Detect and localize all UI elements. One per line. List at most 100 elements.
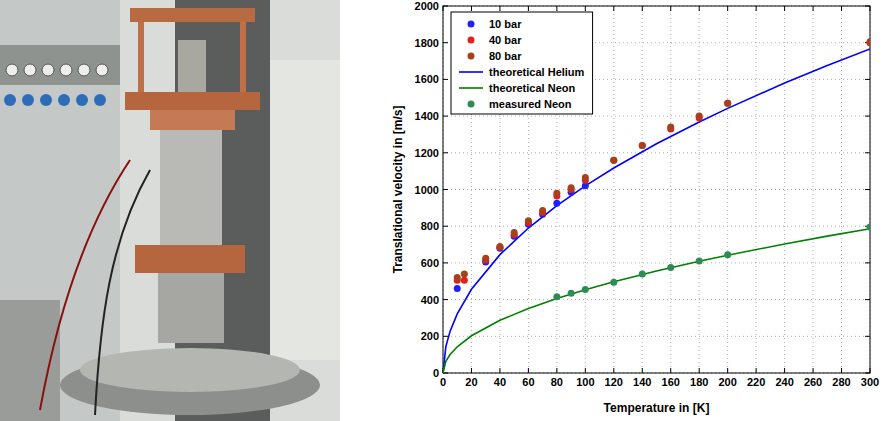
x-tick-label: 240 bbox=[775, 376, 793, 388]
tick bbox=[528, 6, 529, 11]
x-tick-label: 100 bbox=[576, 376, 594, 388]
tick bbox=[841, 368, 842, 373]
grid-line bbox=[813, 6, 814, 373]
photo-gauge bbox=[24, 64, 36, 76]
axes: 0204060801001201401601802002202402602803… bbox=[415, 0, 880, 388]
legend-label: 10 bar bbox=[489, 18, 522, 30]
data-point bbox=[610, 157, 617, 164]
data-point bbox=[667, 124, 674, 131]
x-axis-title: Temperature in [K] bbox=[604, 401, 710, 415]
photo-valve bbox=[94, 94, 106, 106]
data-point bbox=[582, 286, 589, 293]
data-point bbox=[867, 224, 871, 231]
tick bbox=[471, 368, 472, 373]
photo-valve bbox=[4, 94, 16, 106]
x-tick-label: 180 bbox=[690, 376, 708, 388]
y-tick-label: 200 bbox=[421, 330, 439, 342]
grid-line bbox=[642, 6, 643, 373]
photo bbox=[0, 0, 340, 421]
data-point bbox=[454, 274, 461, 281]
photo-valve bbox=[76, 94, 88, 106]
grid-line bbox=[613, 6, 614, 373]
legend-label: 40 bar bbox=[489, 34, 522, 46]
tick bbox=[443, 42, 448, 43]
data-point bbox=[639, 142, 646, 149]
photo-flange bbox=[135, 245, 245, 273]
data-point bbox=[582, 174, 589, 181]
photo-tube bbox=[158, 273, 224, 343]
legend-swatch bbox=[468, 37, 475, 44]
grid-line bbox=[784, 6, 785, 373]
x-tick-label: 80 bbox=[551, 376, 563, 388]
y-tick-label: 1000 bbox=[415, 184, 439, 196]
tick bbox=[699, 368, 700, 373]
tick bbox=[528, 368, 529, 373]
legend-label: measured Neon bbox=[489, 98, 572, 110]
tick bbox=[499, 368, 500, 373]
tick bbox=[443, 152, 448, 153]
photo-flange bbox=[125, 92, 260, 110]
tick bbox=[443, 79, 448, 80]
tick bbox=[670, 368, 671, 373]
x-tick-label: 160 bbox=[662, 376, 680, 388]
y-tick-label: 1600 bbox=[415, 73, 439, 85]
photo-flange bbox=[130, 8, 255, 22]
photo-valve bbox=[58, 94, 70, 106]
photo-gauge bbox=[6, 64, 18, 76]
x-tick-label: 300 bbox=[861, 376, 879, 388]
photo-gauge bbox=[78, 64, 90, 76]
tick bbox=[443, 336, 448, 337]
figure: 0204060801001201401601802002202402602803… bbox=[0, 0, 887, 421]
tick bbox=[585, 6, 586, 11]
x-tick-label: 140 bbox=[633, 376, 651, 388]
legend-label: theoretical Neon bbox=[489, 82, 575, 94]
tick bbox=[443, 226, 448, 227]
y-tick-label: 400 bbox=[421, 294, 439, 306]
tick bbox=[471, 6, 472, 11]
x-tick-label: 20 bbox=[465, 376, 477, 388]
tick bbox=[841, 6, 842, 11]
y-tick-label: 1400 bbox=[415, 110, 439, 122]
tick bbox=[865, 152, 870, 153]
tick bbox=[865, 336, 870, 337]
grid-line bbox=[443, 189, 870, 190]
tick bbox=[865, 79, 870, 80]
tick bbox=[443, 299, 448, 300]
data-point bbox=[610, 157, 617, 164]
photo-valve-body bbox=[178, 40, 206, 95]
legend-swatch bbox=[468, 21, 475, 28]
grid-line bbox=[841, 6, 842, 373]
data-point bbox=[496, 244, 503, 251]
tick bbox=[813, 368, 814, 373]
lines bbox=[443, 49, 870, 373]
photo-gauge bbox=[42, 64, 54, 76]
data-point bbox=[553, 190, 560, 197]
series-line bbox=[443, 229, 870, 373]
data-point bbox=[639, 270, 646, 277]
legend: 10 bar40 bar80 bartheoretical Heliumtheo… bbox=[451, 12, 593, 114]
data-point bbox=[568, 290, 575, 297]
data-point bbox=[539, 207, 546, 214]
y-axis-title: Translational velocity in [m/s] bbox=[391, 105, 405, 273]
grid bbox=[443, 6, 870, 373]
data-point bbox=[553, 293, 560, 300]
tick bbox=[756, 6, 757, 11]
data-point bbox=[511, 229, 518, 236]
x-tick-label: 200 bbox=[718, 376, 736, 388]
photo-rod bbox=[138, 22, 144, 92]
data-point bbox=[482, 255, 489, 262]
tick bbox=[556, 6, 557, 11]
x-tick-label: 260 bbox=[804, 376, 822, 388]
y-tick-label: 1200 bbox=[415, 147, 439, 159]
photo-valve bbox=[40, 94, 52, 106]
tick bbox=[756, 368, 757, 373]
data-point bbox=[867, 38, 871, 45]
data-point bbox=[461, 277, 468, 284]
tick bbox=[556, 368, 557, 373]
series-line bbox=[443, 49, 870, 373]
y-tick-label: 1800 bbox=[415, 37, 439, 49]
tick bbox=[670, 6, 671, 11]
photo-cable bbox=[95, 170, 150, 415]
tick bbox=[813, 6, 814, 11]
legend-swatch bbox=[459, 87, 483, 89]
